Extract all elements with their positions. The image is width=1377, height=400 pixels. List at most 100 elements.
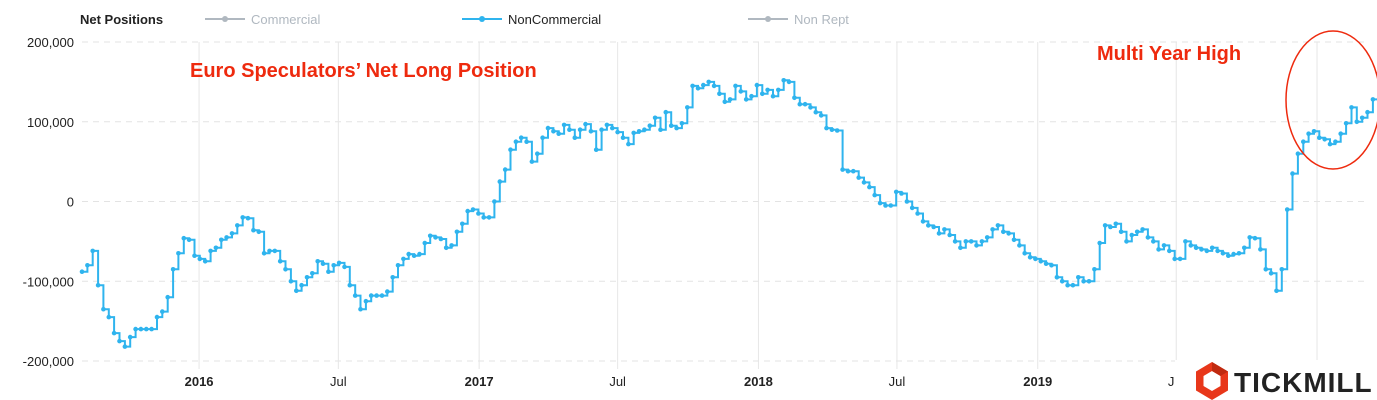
data-point <box>1017 243 1022 248</box>
legend-item-commercial[interactable]: Commercial <box>205 12 320 27</box>
data-point <box>272 248 278 254</box>
data-point <box>652 115 658 121</box>
data-point <box>872 192 877 198</box>
data-point <box>931 224 936 230</box>
legend-label-noncommercial: NonCommercial <box>508 12 601 27</box>
data-point <box>738 89 744 94</box>
data-point <box>1081 279 1086 284</box>
data-point <box>840 167 845 172</box>
data-point <box>1102 223 1108 228</box>
data-point <box>1354 119 1360 125</box>
data-point <box>197 256 203 262</box>
data-point <box>1199 247 1204 252</box>
data-point <box>545 125 551 131</box>
data-point <box>138 326 144 332</box>
data-point <box>331 263 337 268</box>
data-point <box>1284 207 1290 212</box>
data-point <box>926 223 931 228</box>
data-point <box>995 223 1001 228</box>
data-point <box>1076 275 1081 280</box>
data-point <box>395 263 401 268</box>
data-point <box>192 253 197 258</box>
data-point <box>658 127 663 132</box>
data-point <box>642 127 647 132</box>
data-point <box>170 267 176 272</box>
legend-item-noncommercial[interactable]: NonCommercial <box>462 12 601 27</box>
data-point <box>256 229 262 235</box>
data-point <box>535 151 540 156</box>
data-point <box>379 293 385 298</box>
y-tick-label: -200,000 <box>23 354 74 369</box>
data-point <box>460 221 465 227</box>
x-tick-label: Jul <box>889 374 906 389</box>
data-point <box>1156 247 1161 252</box>
data-point <box>1242 245 1247 251</box>
data-point <box>111 330 117 336</box>
data-point <box>647 123 653 128</box>
data-point <box>743 97 749 102</box>
data-point <box>406 251 412 257</box>
y-axis-ticks: 200,000 100,000 0 -100,000 -200,000 <box>23 35 74 369</box>
data-point <box>1086 279 1092 284</box>
data-point <box>101 306 106 312</box>
data-point <box>433 235 438 240</box>
data-point <box>909 205 915 211</box>
data-point <box>990 227 995 232</box>
data-point <box>465 208 471 214</box>
data-point <box>711 83 717 89</box>
data-point <box>1065 282 1070 288</box>
data-point <box>674 125 679 131</box>
data-point <box>443 245 449 251</box>
x-tick-label: 2017 <box>465 374 494 389</box>
y-tick-label: -100,000 <box>23 274 74 289</box>
data-point <box>524 139 529 144</box>
annotation-title: Euro Speculators’ Net Long Position <box>190 60 537 82</box>
data-point <box>1183 239 1188 244</box>
data-point <box>1231 251 1236 257</box>
legend-item-non-rept[interactable]: Non Rept <box>748 12 849 27</box>
data-point <box>454 229 460 235</box>
data-point <box>1011 237 1017 243</box>
data-point <box>1295 151 1301 156</box>
data-point <box>593 147 599 152</box>
data-point <box>385 289 390 294</box>
data-point <box>1038 259 1044 264</box>
data-point <box>1209 245 1215 251</box>
data-point <box>1151 239 1156 244</box>
data-point <box>936 231 942 236</box>
data-point <box>186 237 192 243</box>
data-point <box>802 101 808 107</box>
data-point <box>1290 171 1295 176</box>
data-point <box>176 251 181 256</box>
data-point <box>883 203 888 208</box>
data-point <box>492 199 497 204</box>
data-point <box>567 127 572 132</box>
data-point <box>1172 256 1177 262</box>
data-point <box>776 87 781 93</box>
data-point <box>877 200 883 206</box>
data-point <box>760 91 765 97</box>
data-point <box>529 159 535 164</box>
data-point <box>1279 267 1285 272</box>
data-point <box>422 240 428 246</box>
data-point <box>363 298 369 304</box>
data-point <box>583 121 588 127</box>
x-axis-ticks: 2016Jul2017Jul2018Jul2019Jul20 <box>185 374 1325 389</box>
data-point <box>904 199 910 204</box>
data-point <box>310 271 315 276</box>
data-point <box>588 129 594 134</box>
data-point <box>979 239 985 244</box>
data-point <box>1327 141 1333 147</box>
data-point <box>1268 271 1274 276</box>
data-point <box>561 122 567 128</box>
data-point <box>513 139 519 144</box>
data-point <box>1274 288 1279 294</box>
data-point <box>390 275 396 280</box>
data-point <box>733 83 738 89</box>
data-point <box>920 219 926 224</box>
data-point <box>1370 97 1376 102</box>
data-point <box>888 203 894 208</box>
x-tick-label: 2019 <box>1023 374 1052 389</box>
data-point <box>824 125 829 131</box>
data-point <box>1317 135 1322 140</box>
